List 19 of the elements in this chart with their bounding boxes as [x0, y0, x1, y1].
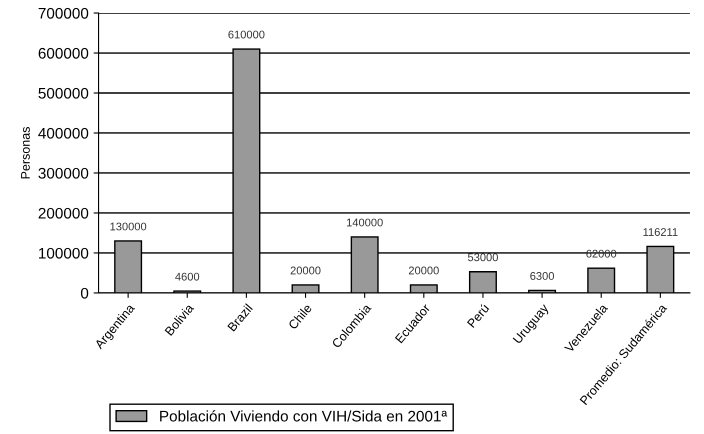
data-label: 610000	[228, 30, 265, 38]
y-tick-label: 600000	[38, 48, 88, 59]
data-label: 4600	[175, 272, 200, 281]
data-label: 116211	[643, 228, 678, 236]
y-tick-label: 500000	[38, 88, 88, 99]
y-tick-label: 700000	[38, 8, 88, 19]
data-label: 130000	[110, 222, 146, 230]
y-tick-label: 200000	[38, 208, 88, 219]
data-label: 6300	[530, 272, 554, 280]
y-tick-label: 300000	[38, 168, 88, 179]
y-tick-label: 100000	[39, 248, 88, 259]
legend-label: Población Viviendo con VIH/Sida en 2001ª	[160, 410, 448, 422]
y-tick-label: 400000	[38, 128, 88, 139]
y-axis-title: Personas	[21, 127, 30, 178]
data-label: 140000	[346, 218, 383, 226]
data-label: 20000	[290, 266, 321, 274]
y-tick-label: 0	[80, 288, 88, 299]
data-label: 53000	[468, 253, 498, 262]
data-label: 20000	[408, 266, 439, 274]
